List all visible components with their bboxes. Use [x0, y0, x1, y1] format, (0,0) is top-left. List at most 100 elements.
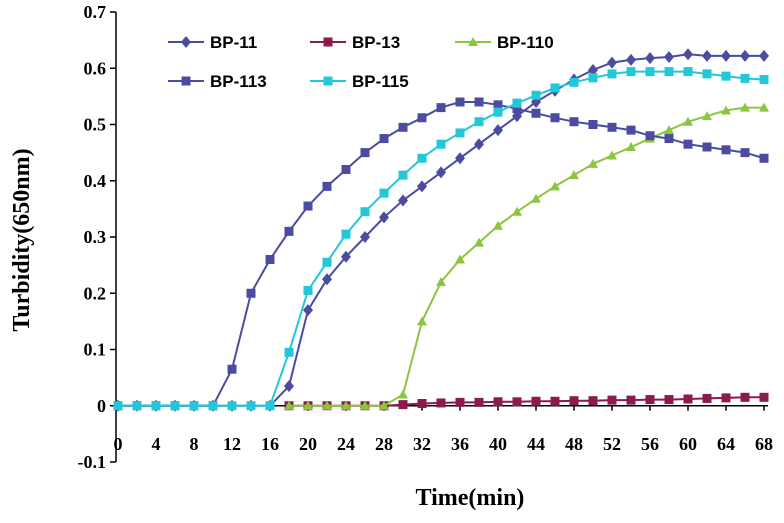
data-point: [341, 229, 351, 239]
data-point: [360, 400, 370, 410]
data-point: [341, 165, 351, 174]
data-point: [550, 181, 560, 191]
data-point: [512, 206, 522, 216]
data-point: [759, 153, 769, 163]
y-tick-label: 0.2: [84, 283, 107, 303]
data-point: [436, 398, 446, 408]
legend-item: BP-115: [310, 72, 409, 91]
data-point: [417, 113, 427, 123]
data-point: [588, 120, 598, 129]
data-point: [664, 67, 674, 77]
data-point: [664, 51, 674, 63]
data-point: [303, 400, 313, 410]
series-line: [289, 106, 764, 407]
data-point: [664, 125, 674, 135]
data-point: [360, 148, 370, 158]
data-point: [303, 285, 313, 295]
data-point: [531, 396, 541, 406]
legend-marker: [181, 76, 191, 86]
data-point: [645, 67, 655, 77]
data-point: [721, 393, 731, 403]
data-point: [550, 113, 560, 123]
data-point: [702, 142, 712, 152]
data-point: [721, 145, 731, 155]
data-point: [417, 153, 427, 163]
legend: BP-11 BP-13 BP-110 BP-113 BP-115: [168, 33, 554, 91]
data-point: [284, 347, 294, 357]
x-tick-label: 36: [451, 434, 469, 454]
x-tick-label: 32: [413, 434, 431, 454]
data-point: [740, 73, 750, 83]
legend-item: BP-110: [455, 33, 554, 52]
legend-label: BP-110: [497, 33, 554, 52]
data-point: [607, 395, 617, 405]
data-point: [550, 396, 560, 406]
data-point: [474, 397, 484, 407]
x-tick-label: 0: [114, 434, 123, 454]
legend-marker: [323, 76, 333, 86]
data-point: [740, 148, 750, 158]
data-point: [702, 393, 712, 403]
data-point: [759, 102, 769, 112]
x-axis-title: Time(min): [416, 485, 525, 511]
x-tick-label: 40: [489, 434, 507, 454]
data-point: [132, 401, 142, 411]
data-point: [455, 397, 465, 407]
data-point: [360, 231, 370, 243]
data-point: [303, 201, 313, 211]
data-point: [379, 211, 389, 224]
data-point: [721, 49, 731, 62]
data-point: [227, 401, 237, 411]
data-point: [284, 226, 294, 236]
data-point: [398, 170, 408, 180]
legend-label: BP-113: [210, 72, 267, 91]
data-point: [531, 90, 541, 100]
x-tick-label: 48: [565, 434, 583, 454]
data-point: [208, 401, 218, 411]
data-point: [360, 207, 370, 217]
y-axis-title: Turbidity(650nm): [9, 148, 35, 331]
data-point: [531, 108, 541, 118]
legend-item: BP-113: [168, 72, 267, 91]
legend-label: BP-11: [210, 33, 257, 52]
series-layer: [113, 48, 769, 412]
data-point: [512, 104, 522, 114]
x-tick-label: 64: [717, 434, 735, 454]
data-point: [417, 316, 427, 326]
data-point: [569, 117, 579, 127]
x-tick-label: 8: [190, 434, 199, 454]
data-point: [322, 273, 332, 286]
x-tick-label: 28: [375, 434, 393, 454]
data-point: [436, 166, 446, 179]
data-point: [721, 71, 731, 81]
data-point: [740, 49, 750, 62]
data-point: [626, 395, 636, 405]
data-point: [702, 69, 712, 79]
y-tick-label: -0.1: [78, 452, 107, 472]
data-point: [474, 237, 484, 247]
data-point: [436, 139, 446, 149]
data-point: [740, 102, 750, 112]
y-tick-label: 0.4: [84, 171, 107, 191]
data-point: [322, 257, 332, 267]
x-tick-label: 44: [527, 434, 545, 454]
data-point: [113, 401, 123, 411]
data-point: [702, 111, 712, 121]
data-point: [531, 193, 541, 203]
data-point: [493, 124, 503, 137]
y-tick-label: 0.5: [84, 115, 107, 135]
data-point: [607, 150, 617, 160]
y-tick-label: 0.6: [84, 58, 107, 78]
data-point: [246, 401, 256, 411]
legend-marker: [323, 37, 333, 47]
data-point: [151, 401, 161, 411]
data-point: [607, 56, 617, 69]
x-tick-label: 52: [603, 434, 621, 454]
data-point: [683, 116, 693, 126]
data-point: [550, 83, 560, 93]
data-point: [341, 250, 351, 263]
data-point: [759, 392, 769, 402]
data-point: [455, 254, 465, 264]
data-point: [493, 100, 503, 110]
legend-marker: [181, 36, 191, 48]
